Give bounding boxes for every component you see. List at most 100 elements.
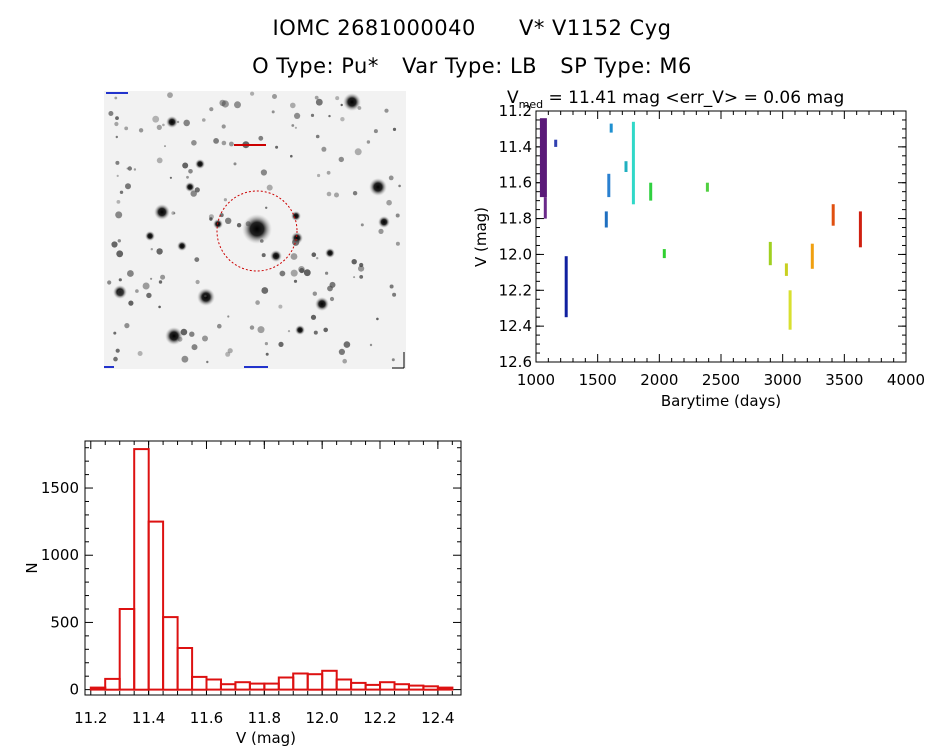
hist-bar	[104, 677, 121, 691]
object-types: O Type: Pu* Var Type: LB SP Type: M6	[0, 54, 944, 78]
finder-star	[279, 270, 286, 277]
finder-star	[126, 270, 134, 277]
finder-star	[138, 128, 144, 133]
finder-star	[338, 156, 344, 163]
finder-star	[115, 160, 120, 165]
lc-ytick-label: 12.6	[499, 353, 532, 371]
finder-star	[113, 356, 118, 362]
finder-star	[162, 123, 165, 127]
finder-star	[186, 175, 189, 179]
finder-star	[271, 110, 275, 114]
finder-star	[260, 239, 264, 243]
hist-bar	[89, 686, 107, 691]
finder-star	[376, 317, 379, 321]
finder-star	[265, 206, 268, 209]
o-type: O Type: Pu*	[252, 54, 379, 78]
finder-star	[191, 140, 197, 146]
finder-star	[114, 96, 118, 100]
finder-star	[221, 124, 226, 129]
hist-bar	[277, 676, 295, 691]
finder-star	[164, 145, 166, 148]
finder-star	[287, 330, 291, 333]
finder-star	[195, 279, 200, 285]
finder-star	[135, 289, 139, 293]
lc-point-group	[631, 121, 635, 205]
finder-star	[294, 126, 297, 129]
finder-star	[242, 214, 272, 244]
hist-bar	[162, 616, 179, 691]
finder-star	[115, 211, 123, 219]
finder-star	[217, 323, 222, 329]
hist-ylabel: N	[23, 562, 41, 573]
finder-star	[378, 216, 390, 228]
hist-bar	[191, 675, 208, 691]
finder-star	[111, 241, 118, 248]
hist-bar	[219, 683, 237, 691]
lc-xlabel: Barytime (days)	[661, 392, 781, 410]
finder-star	[340, 103, 343, 107]
finder-star	[113, 331, 117, 335]
object-title: IOMC 2681000040 V* V1152 Cyg	[0, 16, 944, 40]
lc-point-group	[788, 290, 792, 330]
finder-star	[173, 212, 176, 215]
hist-bar	[176, 647, 194, 691]
hist-bar	[407, 684, 425, 691]
lc-ylabel: V (mag)	[472, 207, 490, 267]
finder-star	[125, 183, 131, 190]
finder-star	[369, 343, 373, 347]
finder-star	[108, 111, 114, 116]
lc-ytick-label: 12.2	[499, 281, 532, 299]
finder-star	[145, 231, 155, 241]
hist-bar	[205, 678, 222, 691]
hist-xtick-label: 11.6	[190, 709, 223, 727]
finder-star	[133, 168, 137, 171]
finder-star	[278, 341, 284, 347]
finder-star	[272, 94, 277, 99]
light-curve-plot: 1000 1500 2000 2500 3000 3500 4000 11.2 11.4 11.6…	[499, 102, 926, 389]
finder-star	[116, 200, 121, 204]
finder-star	[160, 274, 166, 280]
finder-star	[191, 344, 198, 351]
finder-star	[116, 250, 124, 258]
finder-star	[219, 99, 226, 107]
finder-star	[293, 279, 298, 283]
lc-point-group	[624, 161, 628, 172]
finder-star	[335, 96, 340, 101]
lc-xtick-label: 3500	[825, 371, 863, 389]
finder-star	[124, 323, 130, 329]
finder-star	[311, 252, 317, 257]
finder-star	[188, 169, 193, 174]
finder-star	[315, 98, 323, 106]
finder-star	[255, 300, 260, 305]
lc-point-group	[609, 123, 613, 133]
finder-star	[290, 269, 298, 277]
finder-star	[202, 335, 208, 342]
finder-star	[117, 289, 124, 297]
finder-star	[366, 140, 371, 144]
hist-xtick-label: 11.8	[248, 709, 281, 727]
finder-star	[124, 126, 129, 131]
finder-star	[166, 116, 178, 128]
finder-star	[384, 108, 389, 113]
finder-star	[378, 228, 384, 234]
hist-bar	[335, 678, 353, 691]
var-type: Var Type: LB	[402, 54, 538, 78]
finder-star	[354, 148, 362, 156]
finder-star	[290, 253, 298, 260]
finder-star	[353, 276, 356, 279]
finder-star	[358, 265, 365, 272]
finder-star	[315, 134, 320, 139]
hist-frame	[84, 440, 462, 696]
finder-star	[290, 102, 296, 109]
finder-star	[261, 253, 266, 258]
hist-bar	[436, 686, 454, 691]
lc-ytick-label: 11.6	[499, 174, 532, 192]
finder-star	[325, 271, 329, 275]
finder-star	[180, 328, 188, 336]
finder-star	[227, 315, 230, 318]
hist-bar	[306, 673, 324, 691]
hist-bar	[248, 682, 266, 691]
finder-star	[194, 257, 200, 262]
hist-bar	[321, 669, 338, 691]
hist-bar	[292, 672, 309, 691]
